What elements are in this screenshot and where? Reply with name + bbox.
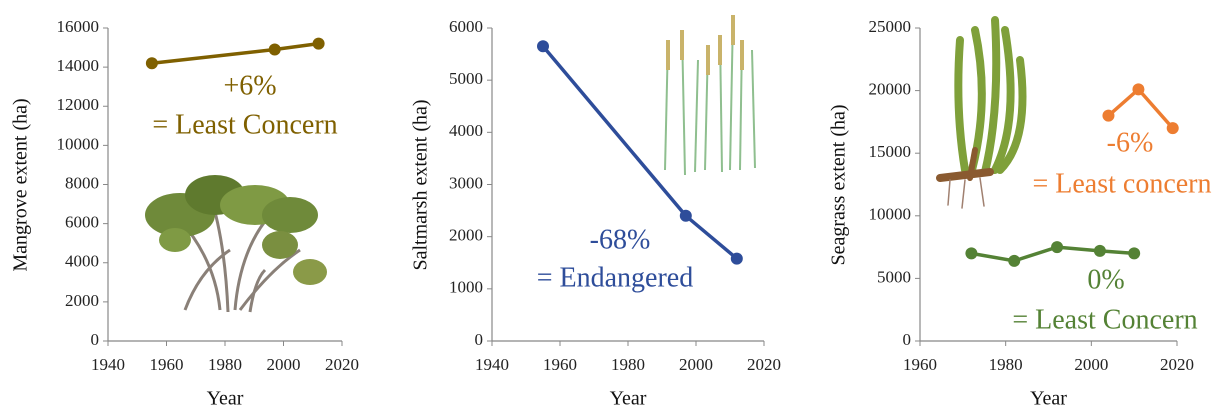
x-axis-title: Year — [1030, 388, 1067, 410]
x-axis-title: Year — [207, 388, 244, 410]
annotation: -68% — [590, 224, 651, 255]
x-tick-label: 2020 — [1160, 355, 1194, 374]
y-tick-label: 10000 — [57, 134, 100, 153]
annotation: +6% — [223, 70, 276, 101]
point — [312, 37, 325, 50]
point — [145, 57, 158, 70]
y-tick-label: 5000 — [449, 69, 483, 88]
y-axis-title: Mangrove extent (ha) — [10, 98, 32, 271]
seagrass-illustration — [936, 16, 1027, 209]
point — [1128, 247, 1141, 260]
point — [1008, 254, 1021, 267]
annotation: -6% — [1107, 127, 1154, 158]
y-axis-title: Saltmarsh extent (ha) — [410, 99, 432, 270]
x-tick-label: 1980 — [611, 355, 645, 374]
point — [537, 40, 549, 53]
y-tick-label: 6000 — [65, 213, 99, 232]
x-tick-label: 1960 — [150, 355, 184, 374]
point — [965, 247, 978, 260]
point — [1051, 241, 1064, 254]
y-tick-label: 15000 — [869, 142, 912, 161]
series-line — [151, 41, 319, 65]
point — [1093, 244, 1106, 257]
x-axis-title: Year — [610, 388, 647, 410]
y-tick-label: 16000 — [57, 17, 100, 36]
point — [1102, 109, 1115, 122]
y-tick-label: 12000 — [57, 95, 100, 114]
point — [1166, 122, 1179, 135]
point — [1132, 83, 1145, 96]
point — [679, 209, 692, 222]
x-tick-label: 1980 — [208, 355, 242, 374]
annotation: 0% — [1087, 264, 1124, 295]
y-tick-label: 25000 — [869, 17, 912, 36]
x-tick-label: 1960 — [543, 355, 577, 374]
annotation: = Endangered — [537, 262, 694, 293]
y-tick-label: 10000 — [869, 205, 912, 224]
x-tick-label: 1980 — [989, 355, 1023, 374]
y-tick-label: 6000 — [449, 17, 483, 36]
y-tick-label: 0 — [91, 330, 100, 349]
x-tick-label: 2000 — [1074, 355, 1108, 374]
y-tick-label: 3000 — [449, 173, 483, 192]
y-axis-title: Seagrass extent (ha) — [828, 104, 850, 265]
series-line — [1107, 86, 1175, 130]
y-tick-label: 5000 — [877, 267, 911, 286]
point — [268, 43, 281, 56]
y-tick-label: 4000 — [449, 121, 483, 140]
y-tick-label: 0 — [903, 330, 912, 349]
y-tick-label: 20000 — [869, 80, 912, 99]
y-tick-label: 2000 — [65, 291, 99, 310]
annotation: = Least Concern — [152, 109, 337, 140]
y-tick-label: 2000 — [449, 226, 483, 245]
y-tick-label: 4000 — [65, 252, 99, 271]
y-tick-label: 14000 — [57, 56, 100, 75]
y-tick-label: 8000 — [65, 173, 99, 192]
y-tick-label: 0 — [475, 330, 484, 349]
x-tick-label: 1940 — [475, 355, 509, 374]
point — [730, 252, 743, 265]
annotation: = Least concern — [1032, 168, 1211, 199]
x-tick-label: 2000 — [267, 355, 301, 374]
annotation: = Least Concern — [1012, 304, 1197, 335]
x-tick-label: 2000 — [679, 355, 713, 374]
x-tick-label: 1960 — [903, 355, 937, 374]
saltmarsh-illustration — [664, 14, 756, 176]
x-tick-label: 2020 — [325, 355, 359, 374]
mangrove-illustration — [145, 175, 327, 313]
y-tick-label: 1000 — [449, 278, 483, 297]
x-tick-label: 2020 — [747, 355, 781, 374]
x-tick-label: 1940 — [91, 355, 125, 374]
